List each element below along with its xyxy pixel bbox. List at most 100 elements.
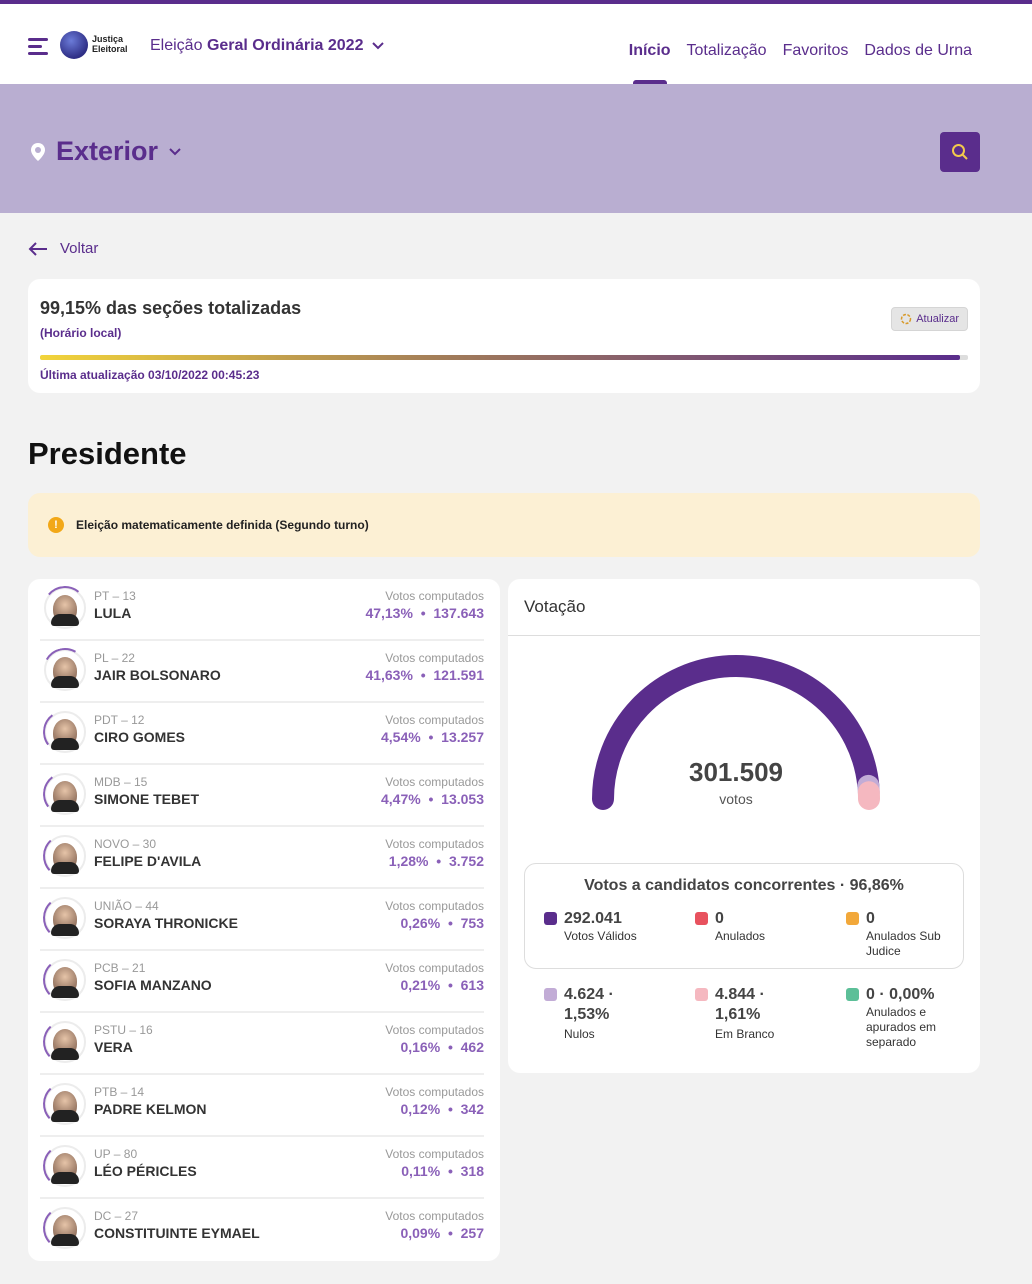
candidate-row[interactable]: NOVO – 30 FELIPE D'AVILA Votos computado… [40,827,484,889]
search-button[interactable] [940,132,980,172]
candidate-name: VERA [94,1039,133,1055]
candidate-row[interactable]: PDT – 12 CIRO GOMES Votos computados 4,5… [40,703,484,765]
stat-label: Votos Válidos [564,929,637,943]
legend-swatch [695,912,708,925]
candidate-name: SORAYA THRONICKE [94,915,238,931]
candidate-name: SOFIA MANZANO [94,977,212,993]
nav-dados-de-urna[interactable]: Dados de Urna [864,42,972,59]
candidate-name: SIMONE TEBET [94,791,200,807]
candidate-party: UNIÃO – 44 [94,899,159,913]
location-name: Exterior [56,136,159,166]
section-title: Presidente [28,436,187,471]
candidate-photo [42,1019,88,1065]
votes-computed-label: Votos computados [385,1209,484,1223]
stat-value: 0 · 0,00% [866,986,935,1003]
stat-value: 292.041 [564,910,622,927]
candidate-photo [42,833,88,879]
candidate-votes: 1,28% • 3.752 [388,853,484,869]
legend-swatch [695,988,708,1001]
votes-computed-label: Votos computados [385,899,484,913]
candidate-photo [40,769,90,819]
total-votes: 301.509 [689,757,783,787]
election-selector[interactable]: Eleição Geral Ordinária 2022 [150,37,385,55]
candidate-party: DC – 27 [94,1209,139,1223]
votes-computed-label: Votos computados [385,589,484,603]
votes-computed-label: Votos computados [385,651,484,665]
chevron-down-icon [372,42,385,50]
legend-swatch [846,988,859,1001]
update-label: Atualizar [916,313,959,325]
main-nav: Início Totalização Favoritos Dados de Ur… [628,42,972,86]
sections-totalized: 99,15% das seções totalizadas [40,298,302,318]
votes-computed-label: Votos computados [385,837,484,851]
votes-computed-label: Votos computados [385,1023,484,1037]
location-selector[interactable]: Exterior [30,136,182,167]
last-update: Última atualização 03/10/2022 00:45:23 [40,368,260,382]
back-link[interactable]: Voltar [28,240,98,257]
candidate-row[interactable]: PT – 13 LULA Votos computados 47,13% • 1… [40,579,484,641]
candidate-name: LULA [94,605,132,621]
candidate-photo [40,707,90,757]
candidate-row[interactable]: PTB – 14 PADRE KELMON Votos computados 0… [40,1075,484,1137]
stat-label: Nulos [564,1027,595,1041]
progress-card: 99,15% das seções totalizadas (Horário l… [28,279,980,393]
votes-gauge [592,655,880,810]
candidate-votes: 4,54% • 13.257 [381,729,484,745]
votacao-card: Votação 301.509 votos Votos a candidatos… [508,579,980,1073]
candidate-name: FELIPE D'AVILA [94,853,202,869]
votes-computed-label: Votos computados [385,1085,484,1099]
total-votes-label: votos [719,791,753,807]
location-pin-icon [31,142,45,161]
back-label: Voltar [60,240,99,257]
candidate-row[interactable]: PCB – 21 SOFIA MANZANO Votos computados … [40,951,484,1013]
candidate-votes: 0,26% • 753 [400,915,484,931]
concorrentes-box: Votos a candidatos concorrentes · 96,86% [524,863,964,969]
candidate-votes: 0,09% • 257 [400,1225,484,1241]
update-button[interactable]: Atualizar [891,307,968,331]
nav-inicio[interactable]: Início [628,42,671,86]
candidate-name: JAIR BOLSONARO [94,667,221,683]
progress-bar [40,355,968,360]
nav-totalizacao[interactable]: Totalização [686,42,767,59]
stat-value: 0 [715,910,724,927]
stat-label: Em Branco [715,1027,775,1041]
election-name: Geral Ordinária 2022 [206,37,364,54]
candidate-row[interactable]: PSTU – 16 VERA Votos computados 0,16% • … [40,1013,484,1075]
candidate-photo [42,1205,88,1251]
candidate-votes: 0,16% • 462 [400,1039,484,1055]
votes-computed-label: Votos computados [385,775,484,789]
candidate-row[interactable]: MDB – 15 SIMONE TEBET Votos computados 4… [40,765,484,827]
legend-swatch [544,988,557,1001]
justica-eleitoral-logo[interactable]: Justiça Eleitoral [60,29,132,65]
candidate-votes: 0,12% • 342 [400,1101,484,1117]
candidate-photo [38,643,92,697]
candidate-photo [41,584,89,632]
votes-computed-label: Votos computados [385,713,484,727]
votes-computed-label: Votos computados [385,961,484,975]
stat-label: Anulados Sub Judice [866,929,941,958]
election-prefix: Eleição [150,37,203,54]
concorrentes-title: Votos a candidatos concorrentes · 96,86% [584,877,904,894]
candidate-photo [42,1143,88,1189]
nav-favoritos[interactable]: Favoritos [782,42,849,59]
candidate-votes: 0,21% • 613 [400,977,484,993]
location-bar: Exterior [0,84,1032,213]
candidate-photo [42,1081,88,1127]
candidate-row[interactable]: PL – 22 JAIR BOLSONARO Votos computados … [38,641,484,703]
candidate-row[interactable]: UNIÃO – 44 SORAYA THRONICKE Votos comput… [40,889,484,951]
candidate-row[interactable]: DC – 27 CONSTITUINTE EYMAEL Votos comput… [40,1199,484,1261]
candidate-party: PDT – 12 [94,713,145,727]
legend-swatch [846,912,859,925]
candidate-party: NOVO – 30 [94,837,157,851]
info-icon: ! [48,517,64,533]
election-defined-alert: ! Eleição matematicamente definida (Segu… [28,493,980,557]
legend-swatch [544,912,557,925]
stat-label: Anulados e apurados em separado [866,1005,937,1049]
stat-value: 4.624 · 1,53% [564,986,614,1023]
candidate-party: PT – 13 [94,589,136,603]
candidate-party: PL – 22 [94,651,135,665]
candidate-party: UP – 80 [94,1147,138,1161]
menu-icon[interactable] [28,38,48,55]
local-time-note: (Horário local) [40,326,122,340]
candidate-row[interactable]: UP – 80 LÉO PÉRICLES Votos computados 0,… [40,1137,484,1199]
